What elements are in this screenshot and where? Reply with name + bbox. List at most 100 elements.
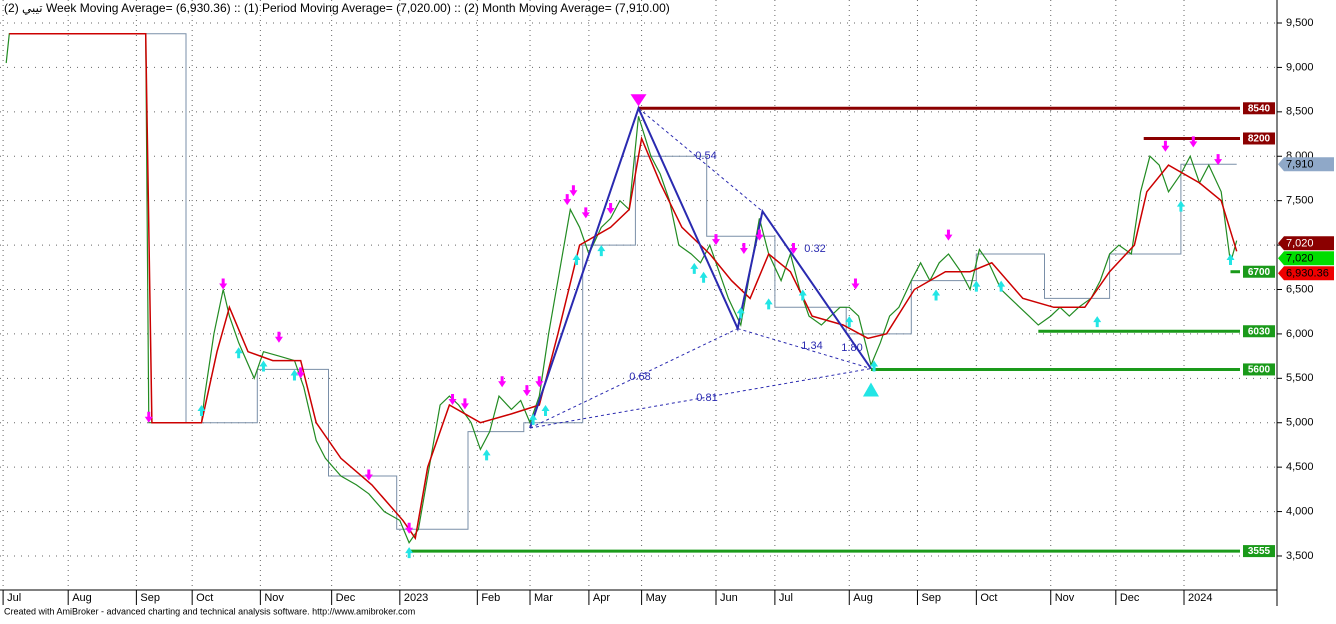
sell-arrow (711, 234, 720, 246)
sell-arrow (1214, 154, 1223, 166)
x-tick-label: Aug (853, 592, 873, 604)
buy-arrow (870, 360, 879, 372)
x-tick-label: Dec (336, 592, 356, 604)
y-tick-label: 4,500 (1286, 461, 1314, 473)
last-value-box (1278, 266, 1334, 281)
level-label: 3555 (1248, 546, 1271, 557)
sell-arrow (563, 194, 572, 206)
x-tick-label: Oct (196, 592, 213, 604)
x-tick-label: 2024 (1188, 592, 1212, 604)
price-line (5, 33, 1238, 544)
buy-arrow (932, 289, 941, 301)
pattern-dashed (529, 328, 738, 429)
x-tick-label: Feb (481, 592, 500, 604)
x-tick-label: Apr (593, 592, 610, 604)
last-value-box (1278, 251, 1334, 266)
buy-arrow (699, 271, 708, 283)
last-value-box (1278, 157, 1334, 172)
level-label: 5600 (1248, 365, 1271, 376)
level-label-box (1243, 265, 1275, 278)
level-label: 6030 (1248, 326, 1271, 337)
y-tick-label: 5,500 (1286, 372, 1314, 384)
sell-arrow (498, 376, 507, 388)
sell-arrow (789, 242, 798, 254)
month-moving-average (9, 33, 1237, 530)
sell-arrow (219, 278, 228, 290)
y-tick-label: 4,000 (1286, 505, 1314, 517)
buy-arrow (690, 262, 699, 274)
bottom-signal (862, 382, 879, 397)
y-tick-label: 3,500 (1286, 550, 1314, 562)
sell-arrow (755, 229, 764, 241)
x-tick-label: Aug (72, 592, 92, 604)
x-tick-label: 2023 (404, 592, 428, 604)
buy-arrow (798, 289, 807, 301)
last-value-label: 7,910 (1286, 159, 1314, 171)
x-tick-label: Jun (720, 592, 738, 604)
buy-arrow (736, 307, 745, 319)
sell-arrow (1189, 136, 1198, 148)
buy-arrow (234, 347, 243, 359)
sell-arrow (296, 367, 305, 379)
x-tick-label: Oct (980, 592, 997, 604)
buy-arrow (529, 413, 538, 425)
sell-arrow (851, 278, 860, 290)
last-value-label: 7,020 (1286, 238, 1314, 250)
pattern-ratio: 0.32 (804, 243, 825, 255)
buy-arrow (1176, 200, 1185, 212)
buy-arrow (597, 245, 606, 257)
x-tick-label: Jul (779, 592, 793, 604)
level-label: 8200 (1248, 134, 1271, 145)
y-tick-label: 7,500 (1286, 195, 1314, 207)
sell-arrow (739, 242, 748, 254)
buy-arrow (197, 404, 206, 416)
buy-arrow (290, 369, 299, 381)
footer: Created with AmiBroker - advanced charti… (4, 606, 415, 616)
sell-arrow (448, 393, 457, 405)
buy-arrow (1093, 316, 1102, 328)
level-label-box (1243, 545, 1275, 558)
x-tick-label: Dec (1120, 592, 1140, 604)
last-value-label: 7,020 (1286, 253, 1314, 265)
x-tick-label: Mar (534, 592, 553, 604)
buy-arrow (572, 253, 581, 265)
level-label: 8540 (1248, 103, 1271, 114)
buy-arrow (405, 547, 414, 559)
buy-arrow (259, 360, 268, 372)
sell-arrow (535, 376, 544, 388)
last-value-box (1278, 236, 1334, 251)
pattern-line (529, 105, 872, 429)
buy-arrow (845, 316, 854, 328)
sell-arrow (944, 229, 953, 241)
x-tick-label: Jul (7, 592, 21, 604)
sell-arrow (274, 331, 283, 343)
top-signal (630, 94, 647, 107)
y-tick-label: 6,000 (1286, 328, 1314, 340)
x-tick-label: Nov (264, 592, 284, 604)
level-label-box (1243, 132, 1275, 145)
sell-arrow (522, 385, 531, 397)
buy-arrow (997, 280, 1006, 292)
buy-arrow (541, 404, 550, 416)
pattern-dashed (529, 368, 872, 429)
level-label-box (1243, 325, 1275, 338)
plot-area (0, 0, 1277, 590)
sell-arrow (144, 411, 153, 423)
sell-arrow (364, 469, 373, 481)
y-tick-label: 8,500 (1286, 106, 1314, 118)
sell-arrow (581, 207, 590, 219)
week-moving-average (9, 32, 1238, 541)
x-tick-label: Sep (140, 592, 160, 604)
x-tick-label: Sep (921, 592, 941, 604)
y-tick-label: 9,500 (1286, 17, 1314, 29)
x-tick-label: May (646, 592, 667, 604)
sell-arrow (405, 522, 414, 534)
pattern-ratio: 1.80 (841, 342, 862, 354)
y-tick-label: 6,500 (1286, 283, 1314, 295)
y-tick-label: 9,000 (1286, 61, 1314, 73)
pattern-ratio: 0.81 (696, 392, 717, 404)
sell-arrow (569, 185, 578, 197)
level-label-box (1243, 102, 1275, 115)
pattern-dashed (737, 328, 872, 370)
